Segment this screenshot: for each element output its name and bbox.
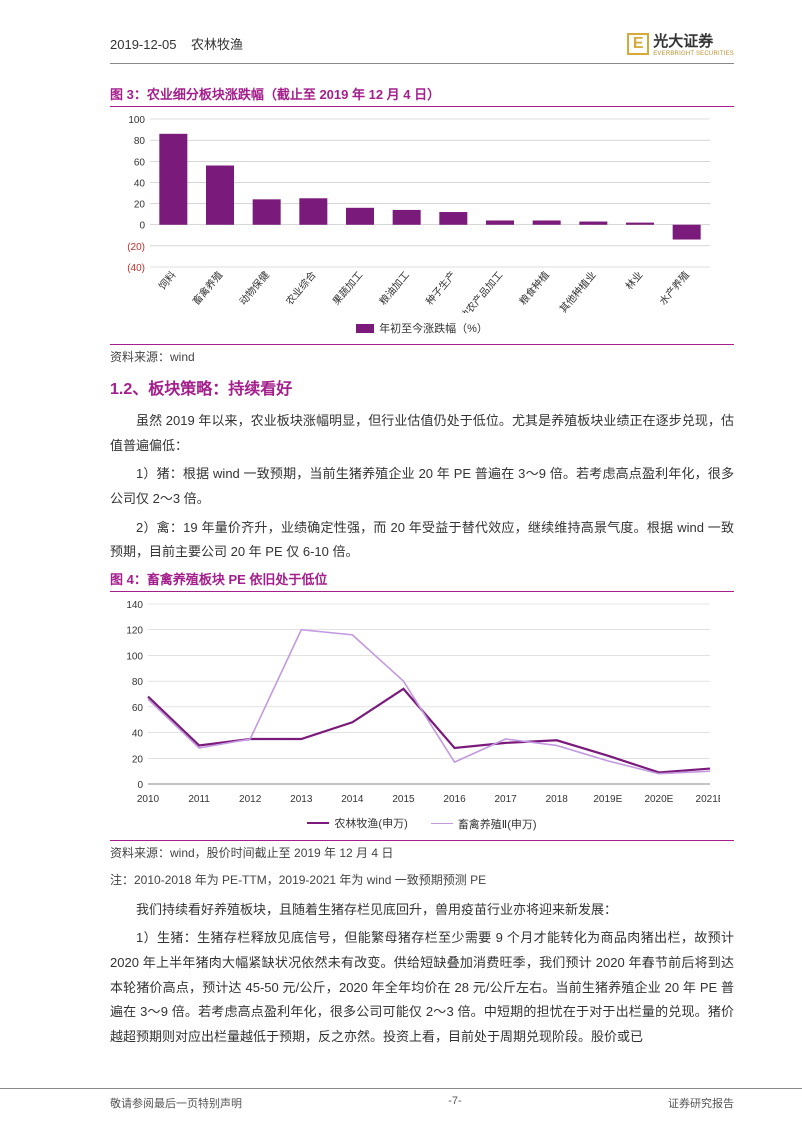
- svg-text:140: 140: [126, 600, 143, 611]
- svg-text:粮油加工: 粮油加工: [376, 269, 412, 308]
- svg-text:2013: 2013: [290, 794, 313, 805]
- svg-text:100: 100: [128, 115, 145, 126]
- para-2: 1）猪：根据 wind 一致预期，当前生猪养殖企业 20 年 PE 普遍在 3～…: [110, 462, 734, 511]
- svg-text:农业综合: 农业综合: [283, 269, 319, 308]
- fig4-legend-1: 农林牧渔(申万): [307, 815, 407, 831]
- logo-text-cn: 光大证券: [653, 30, 734, 51]
- logo-mark-icon: E: [627, 33, 649, 55]
- logo: E 光大证券 EVERBRIGHT SECURITIES: [627, 30, 734, 57]
- svg-text:80: 80: [132, 677, 144, 688]
- svg-text:果蔬加工: 果蔬加工: [330, 269, 365, 307]
- svg-text:2021E: 2021E: [696, 794, 720, 805]
- svg-text:种子生产: 种子生产: [423, 269, 459, 308]
- header-date: 2019-12-05: [110, 37, 177, 52]
- svg-text:100: 100: [126, 652, 143, 663]
- fig4-legend2-label: 畜禽养殖Ⅱ(申万): [458, 816, 537, 832]
- svg-text:2010: 2010: [137, 794, 160, 805]
- fig3-legend-row: 年初至今涨跌幅（%）: [110, 316, 734, 342]
- fig4-svg: 0 20 40 60 80 100 120 140 2010 2011 2012 2013 2014 20…: [110, 598, 720, 808]
- svg-text:20: 20: [132, 754, 144, 765]
- svg-text:林业: 林业: [622, 269, 645, 293]
- svg-text:粮食种植: 粮食种植: [516, 269, 552, 308]
- fig3-chart: (40) (20) 0 20 40 60 80 100 饲料畜禽养殖动物保健农业综合果蔬加工粮油…: [110, 113, 734, 342]
- svg-text:0: 0: [137, 780, 143, 791]
- fig4-legend-row: 农林牧渔(申万) 畜禽养殖Ⅱ(申万): [110, 811, 734, 838]
- fig4-legend1-label: 农林牧渔(申万): [334, 815, 407, 831]
- fig4-legend1-line-icon: [307, 822, 329, 824]
- fig4-chart: 0 20 40 60 80 100 120 140 2010 2011 2012 2013 2014 20…: [110, 598, 734, 838]
- footer-left: 敬请参阅最后一页特别声明: [110, 1095, 242, 1111]
- page: 2019-12-05 农林牧渔 E 光大证券 EVERBRIGHT SECURI…: [0, 0, 802, 1133]
- svg-text:2016: 2016: [443, 794, 466, 805]
- fig3-title: 图 3：农业细分板块涨跌幅（截止至 2019 年 12 月 4 日）: [110, 84, 734, 107]
- fig3-legend: 年初至今涨跌幅（%）: [356, 320, 488, 336]
- header-right: E 光大证券 EVERBRIGHT SECURITIES: [627, 30, 734, 57]
- svg-text:60: 60: [134, 157, 146, 168]
- svg-text:40: 40: [134, 178, 146, 189]
- logo-text-en: EVERBRIGHT SECURITIES: [653, 51, 734, 57]
- svg-text:2011: 2011: [188, 794, 210, 805]
- svg-text:20: 20: [134, 200, 146, 211]
- footer-right: 证券研究报告: [668, 1095, 734, 1111]
- fig4-legend-2: 畜禽养殖Ⅱ(申万): [431, 816, 537, 832]
- svg-text:畜禽养殖: 畜禽养殖: [190, 269, 226, 308]
- svg-text:其他农产品加工: 其他农产品加工: [450, 269, 505, 313]
- svg-text:2017: 2017: [495, 794, 518, 805]
- fig3-legend-label: 年初至今涨跌幅（%）: [379, 320, 488, 336]
- svg-text:40: 40: [132, 729, 144, 740]
- fig3-legend-swatch-icon: [356, 324, 374, 333]
- page-footer: 敬请参阅最后一页特别声明 -7- 证券研究报告: [0, 1088, 802, 1111]
- para-5: 1）生猪：生猪存栏释放见底信号，但能繁母猪存栏至少需要 9 个月才能转化为商品肉…: [110, 926, 734, 1049]
- svg-text:2014: 2014: [341, 794, 364, 805]
- fig3-source: 资料来源：wind: [110, 344, 734, 365]
- svg-text:(40): (40): [127, 263, 145, 274]
- fig4-note: 注：2010-2018 年为 PE-TTM，2019-2021 年为 wind …: [110, 871, 734, 888]
- svg-text:动物保健: 动物保健: [236, 269, 272, 308]
- svg-text:60: 60: [132, 703, 144, 714]
- svg-text:2020E: 2020E: [644, 794, 673, 805]
- svg-text:2019E: 2019E: [593, 794, 622, 805]
- fig4-legend2-line-icon: [431, 823, 453, 824]
- para-1: 虽然 2019 年以来，农业板块涨幅明显，但行业估值仍处于低位。尤其是养殖板块业…: [110, 409, 734, 458]
- svg-text:80: 80: [134, 136, 146, 147]
- page-header: 2019-12-05 农林牧渔 E 光大证券 EVERBRIGHT SECURI…: [110, 30, 734, 64]
- para-4: 我们持续看好养殖板块，且随着生猪存栏见底回升，兽用疫苗行业亦将迎来新发展：: [110, 898, 734, 923]
- header-category: 农林牧渔: [191, 37, 243, 52]
- svg-text:饲料: 饲料: [156, 269, 179, 293]
- svg-text:2012: 2012: [239, 794, 262, 805]
- fig3-svg: (40) (20) 0 20 40 60 80 100 饲料畜禽养殖动物保健农业综合果蔬加工粮油…: [110, 113, 720, 313]
- svg-text:2015: 2015: [392, 794, 415, 805]
- svg-text:水产养殖: 水产养殖: [656, 269, 692, 308]
- section-title: 1.2、板块策略：持续看好: [110, 375, 734, 399]
- svg-text:120: 120: [126, 626, 143, 637]
- para-3: 2）禽：19 年量价齐升，业绩确定性强，而 20 年受益于替代效应，继续维持高景…: [110, 516, 734, 565]
- fig4-source: 资料来源：wind，股价时间截止至 2019 年 12 月 4 日: [110, 840, 734, 861]
- svg-text:其他种植业: 其他种植业: [557, 269, 599, 313]
- svg-text:2018: 2018: [546, 794, 569, 805]
- svg-text:0: 0: [139, 221, 145, 232]
- footer-center: -7-: [242, 1095, 668, 1111]
- fig4-title: 图 4：畜禽养殖板块 PE 依旧处于低位: [110, 569, 734, 592]
- svg-text:(20): (20): [127, 242, 145, 253]
- header-left: 2019-12-05 农林牧渔: [110, 34, 243, 53]
